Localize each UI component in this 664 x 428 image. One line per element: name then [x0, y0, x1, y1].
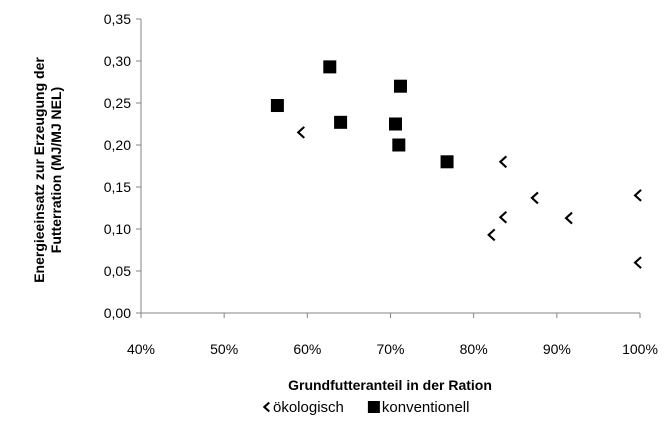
oekologisch-point: [633, 189, 642, 202]
y-tick-label: 0,30: [104, 53, 131, 69]
y-tick-label: 0,20: [104, 137, 131, 153]
y-tick-label: 0,10: [104, 221, 131, 237]
y-tick-label: 0,25: [104, 95, 131, 111]
x-tick-label: 60%: [293, 341, 321, 357]
y-tick-label: 0,15: [104, 179, 131, 195]
konventionell-point: [388, 117, 402, 131]
konventionell-point: [392, 138, 406, 152]
oekologisch-point: [530, 191, 539, 205]
x-tick-label: 80%: [460, 341, 488, 357]
legend-label: ökologisch: [273, 399, 344, 416]
x-tick-label: 70%: [376, 341, 404, 357]
legend-marker-oekologisch: [262, 401, 270, 413]
legend-label: konventionell: [382, 399, 470, 416]
x-tick-label: 50%: [210, 341, 238, 357]
y-tick-label: 0,00: [104, 305, 131, 321]
x-tick-label: 100%: [622, 341, 658, 357]
y-tick-labels: 0,00 0,05 0,10 0,15 0,20 0,25 0,30 0,35: [104, 11, 131, 321]
y-tick-label: 0,35: [104, 11, 131, 27]
oekologisch-point: [296, 126, 305, 139]
y-axis-title: Energieeinsatz zur Erzeugung der Futterr…: [31, 57, 64, 283]
legend-marker-konventionell: [367, 401, 380, 413]
konventionell-point: [334, 115, 348, 129]
x-axis-title: Grundfutteranteil in der Ration: [288, 377, 492, 393]
oekologisch-point: [498, 155, 508, 169]
data-points: [270, 60, 642, 269]
x-tick-label: 40%: [127, 341, 155, 357]
konventionell-point: [440, 155, 454, 169]
axes: [136, 18, 641, 318]
legend: ökologisch konventionell: [262, 399, 470, 416]
y-axis-title-line-1: Energieeinsatz zur Erzeugung der: [31, 57, 47, 283]
konventionell-point: [393, 79, 407, 93]
konventionell-point: [270, 99, 284, 113]
oekologisch-point: [564, 211, 573, 225]
x-tick-labels: 40% 50% 60% 70% 80% 90% 100%: [127, 341, 658, 357]
konventionell-point: [323, 60, 337, 74]
y-axis-title-line-2: Futterration (MJ/MJ NEL): [48, 87, 64, 253]
oekologisch-point: [633, 256, 642, 269]
oekologisch-point: [487, 228, 496, 242]
y-tick-label: 0,05: [104, 263, 131, 279]
x-tick-label: 90%: [543, 341, 571, 357]
oekologisch-point: [498, 210, 508, 224]
